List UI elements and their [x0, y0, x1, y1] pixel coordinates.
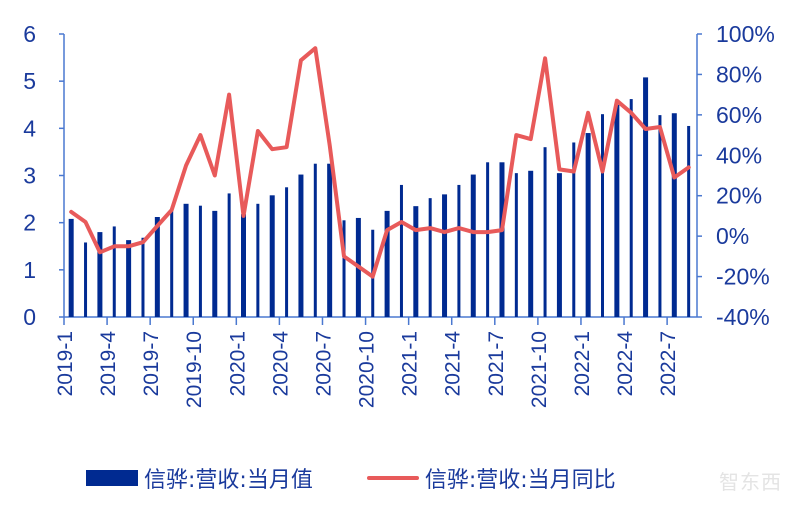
bar [170, 210, 174, 317]
left-tick-label: 5 [23, 68, 36, 94]
bar [687, 125, 691, 317]
x-axis: 2019-1 2019-4 2019-7 2019-10 2020-1 2020-4 202… [54, 316, 697, 408]
x-tick-label: 2019-4 [97, 331, 120, 397]
right-tick-label: 60% [716, 102, 762, 128]
x-tick-label: 2020-10 [356, 331, 379, 408]
x-tick-label: 2021-4 [442, 331, 465, 397]
right-tick-label: 20% [716, 183, 762, 209]
x-tick-label: 2019-7 [140, 331, 163, 396]
bar [601, 114, 604, 317]
left-y-axis: 0 1 2 3 4 5 6 [23, 21, 65, 330]
bar [643, 77, 649, 317]
x-tick-label: 2021-10 [528, 331, 551, 408]
bar [428, 198, 432, 317]
bar [556, 173, 562, 317]
bar [457, 184, 461, 317]
legend-bar-label: 信骅:营收:当月值 [144, 468, 313, 493]
bar [543, 147, 547, 317]
left-tick-label: 3 [23, 163, 36, 189]
bar [658, 115, 662, 317]
line-series [69, 46, 691, 279]
right-tick-label: 80% [716, 61, 762, 87]
right-y-axis: -40% -20% 0% 20% 40% 60% 80% 100% [696, 21, 775, 330]
x-tick-label: 2020-7 [312, 331, 335, 396]
legend: 信骅:营收:当月值 信骅:营收:当月同比 [86, 462, 670, 494]
right-tick-label: 40% [716, 142, 762, 168]
bar [84, 242, 88, 317]
bar [141, 237, 145, 317]
x-tick-label: 2022-1 [571, 331, 594, 396]
bar [671, 113, 677, 318]
bar [442, 194, 448, 317]
bar [68, 218, 74, 317]
right-tick-label: 0% [716, 223, 749, 249]
watermark: 智东西 [719, 470, 782, 494]
right-tick-label: -40% [716, 304, 770, 330]
x-tick-label: 2022-7 [657, 331, 680, 396]
bar [112, 226, 116, 317]
bar [183, 203, 189, 317]
bar [629, 99, 633, 317]
bar [227, 193, 231, 317]
bar [327, 163, 333, 317]
left-tick-label: 0 [23, 304, 36, 330]
bar [572, 142, 576, 317]
left-tick-label: 1 [23, 257, 36, 283]
bar [399, 184, 403, 317]
bar [413, 206, 419, 317]
x-tick-label: 2019-10 [183, 331, 206, 408]
bar [470, 174, 476, 317]
bar [298, 174, 304, 317]
x-tick-label: 2020-4 [269, 331, 292, 397]
bar [384, 210, 390, 317]
bar [241, 214, 246, 317]
bar [614, 104, 620, 317]
yoy-line [69, 46, 691, 279]
x-tick-label: 2021-1 [399, 331, 422, 396]
bar [154, 217, 160, 317]
left-tick-label: 4 [23, 115, 36, 141]
bar [585, 133, 591, 317]
bar-swatch-icon [86, 470, 138, 486]
bar [486, 162, 490, 317]
x-tick-label: 2021-7 [485, 331, 508, 396]
bar [269, 195, 275, 317]
bar [97, 232, 103, 317]
bar [256, 203, 260, 317]
x-tick-label: 2020-1 [226, 331, 249, 396]
legend-item-bar: 信骅:营收:当月值 [86, 462, 313, 494]
legend-item-line: 信骅:营收:当月同比 [366, 462, 616, 494]
bar-series [68, 77, 691, 318]
right-tick-label: -20% [716, 264, 770, 290]
bar [342, 220, 346, 317]
right-tick-label: 100% [716, 21, 775, 47]
x-tick-label: 2019-1 [54, 331, 77, 396]
bar [285, 187, 289, 317]
left-tick-label: 6 [23, 21, 36, 47]
bar [499, 162, 505, 317]
legend-line-label: 信骅:营收:当月同比 [424, 468, 616, 493]
bar [313, 163, 317, 317]
bar [528, 170, 534, 317]
bar [514, 173, 518, 317]
x-tick-label: 2022-4 [614, 331, 637, 397]
bar [198, 205, 202, 317]
left-tick-label: 2 [23, 210, 36, 236]
bar [212, 210, 218, 317]
bar [126, 240, 132, 317]
line-swatch-icon [366, 476, 419, 480]
